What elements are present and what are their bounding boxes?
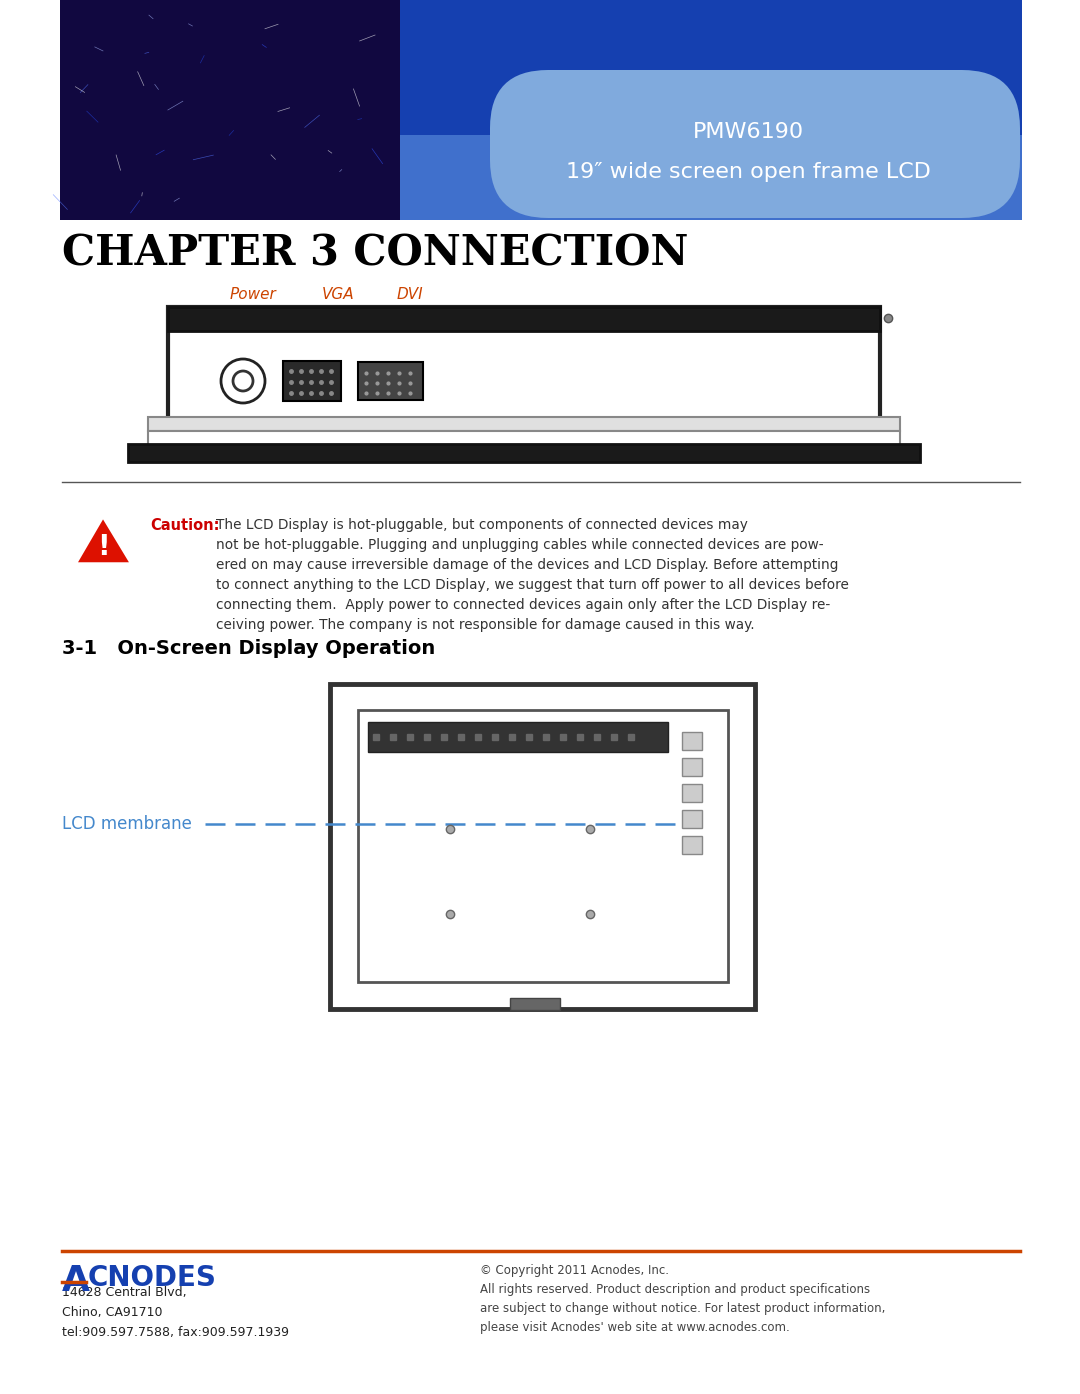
Bar bbox=[168, 307, 880, 330]
Text: CNODES: CNODES bbox=[87, 1264, 217, 1292]
Bar bbox=[681, 810, 702, 828]
Bar bbox=[681, 758, 702, 776]
Text: !: ! bbox=[97, 533, 109, 560]
Text: A: A bbox=[62, 1264, 90, 1298]
Bar bbox=[681, 783, 702, 802]
Text: DVI: DVI bbox=[396, 287, 423, 302]
Text: PMW6190: PMW6190 bbox=[692, 123, 804, 142]
Bar bbox=[330, 684, 755, 1009]
Bar bbox=[129, 445, 920, 461]
FancyBboxPatch shape bbox=[490, 70, 1020, 217]
Bar bbox=[60, 0, 1022, 190]
Bar bbox=[148, 417, 900, 431]
Polygon shape bbox=[75, 516, 132, 565]
Text: CHAPTER 3 CONNECTION: CHAPTER 3 CONNECTION bbox=[62, 231, 688, 275]
Bar bbox=[357, 362, 423, 400]
Bar bbox=[60, 0, 400, 220]
Circle shape bbox=[233, 371, 253, 390]
Text: 3-1   On-Screen Display Operation: 3-1 On-Screen Display Operation bbox=[62, 638, 435, 658]
Text: 19″ wide screen open frame LCD: 19″ wide screen open frame LCD bbox=[566, 162, 931, 183]
Text: LCD membrane: LCD membrane bbox=[62, 815, 192, 834]
Text: © Copyright 2011 Acnodes, Inc.
All rights reserved. Product description and prod: © Copyright 2011 Acnodes, Inc. All right… bbox=[480, 1264, 886, 1334]
Text: The LCD Display is hot-pluggable, but components of connected devices may
not be: The LCD Display is hot-pluggable, but co… bbox=[216, 519, 849, 633]
Bar bbox=[148, 431, 900, 445]
Bar bbox=[283, 361, 341, 401]
Bar bbox=[60, 135, 1022, 220]
Bar bbox=[681, 732, 702, 750]
Bar bbox=[357, 710, 728, 981]
Bar bbox=[368, 722, 669, 751]
Bar bbox=[510, 998, 561, 1011]
Text: Power: Power bbox=[230, 287, 276, 302]
Text: VGA: VGA bbox=[322, 287, 354, 302]
Bar bbox=[168, 307, 880, 420]
Circle shape bbox=[221, 360, 265, 403]
Text: 14628 Central Blvd,
Chino, CA91710
tel:909.597.7588, fax:909.597.1939: 14628 Central Blvd, Chino, CA91710 tel:9… bbox=[62, 1287, 289, 1340]
Bar bbox=[681, 836, 702, 855]
Text: Caution:: Caution: bbox=[150, 519, 219, 533]
